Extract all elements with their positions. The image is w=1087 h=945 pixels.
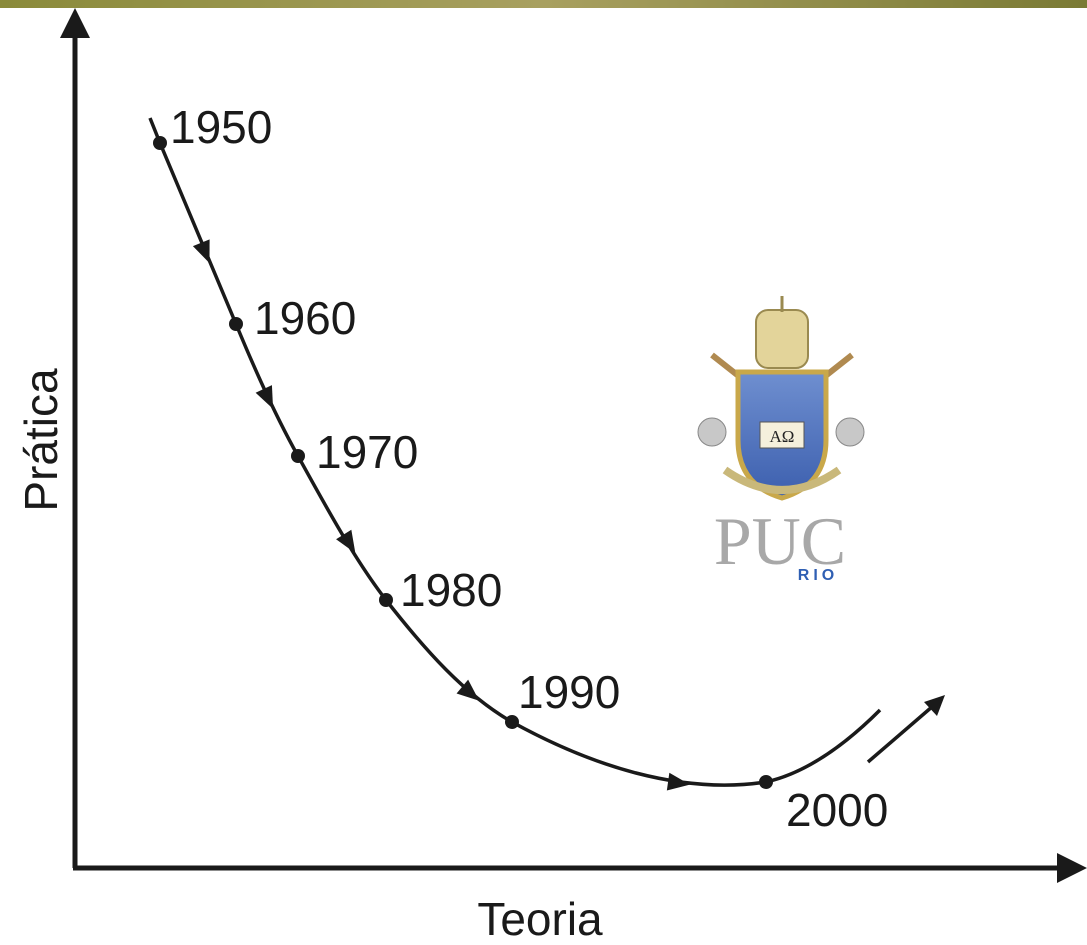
year-label: 1970 <box>316 426 418 478</box>
y-axis-arrow <box>60 8 90 38</box>
milestone-dot <box>505 715 519 729</box>
ornament <box>836 418 864 446</box>
logo: ΑΩ PUC RIO <box>698 296 864 584</box>
milestone-dot <box>153 136 167 150</box>
year-label: 2000 <box>786 784 888 836</box>
milestone-dot <box>759 775 773 789</box>
direction-arrow <box>256 385 282 413</box>
logo-city: RIO <box>798 567 838 584</box>
milestone-dot <box>229 317 243 331</box>
y-axis-label: Prática <box>15 368 67 512</box>
axes <box>73 30 1065 868</box>
tiara <box>756 310 808 368</box>
top-strip <box>0 0 1087 8</box>
ornament <box>698 418 726 446</box>
year-label: 1990 <box>518 666 620 718</box>
milestone-dot <box>379 593 393 607</box>
milestone-dot <box>291 449 305 463</box>
x-axis-label: Teoria <box>477 893 603 945</box>
year-label: 1980 <box>400 564 502 616</box>
emblem-text: ΑΩ <box>770 427 795 446</box>
direction-arrow <box>193 239 218 266</box>
year-label: 1950 <box>170 101 272 153</box>
diagram: Prática Teoria 1950 1960 1970 1980 1990 … <box>0 0 1087 945</box>
year-label: 1960 <box>254 292 356 344</box>
x-axis-arrow <box>1057 853 1087 883</box>
